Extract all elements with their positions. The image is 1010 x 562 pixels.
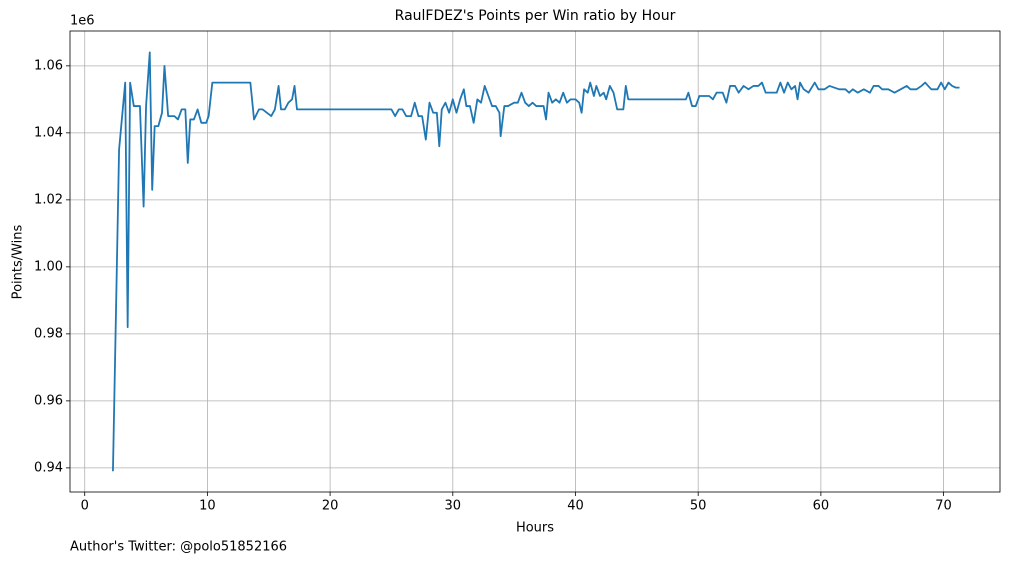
y-axis-label: Points/Wins: [11, 224, 26, 299]
y-tick-label: 0.94: [34, 460, 63, 475]
x-axis-label: Hours: [516, 521, 554, 536]
y-tick-label: 0.96: [34, 393, 63, 408]
x-tick-label: 0: [81, 499, 89, 514]
x-tick-label: 30: [445, 499, 462, 514]
x-tick-label: 60: [813, 499, 830, 514]
x-tick-label: 20: [322, 499, 339, 514]
footer: Author's Twitter: @polo51852166: [70, 540, 287, 555]
data-line: [112, 51, 960, 472]
x-tick-label: 50: [690, 499, 707, 514]
x-tick-label: 10: [199, 499, 216, 514]
x-tick-label: 40: [567, 499, 584, 514]
y-offset-text: 1e6: [70, 14, 95, 29]
plot-frame: [69, 30, 1001, 493]
y-tick-label: 0.98: [34, 326, 63, 341]
chart-title: RaulFDEZ's Points per Win ratio by Hour: [395, 8, 676, 24]
y-tick-label: 1.00: [34, 259, 63, 274]
y-tick-label: 1.02: [34, 192, 63, 207]
y-tick-label: 1.06: [34, 58, 63, 73]
x-tick-label: 70: [935, 499, 952, 514]
y-tick-label: 1.04: [34, 125, 63, 140]
